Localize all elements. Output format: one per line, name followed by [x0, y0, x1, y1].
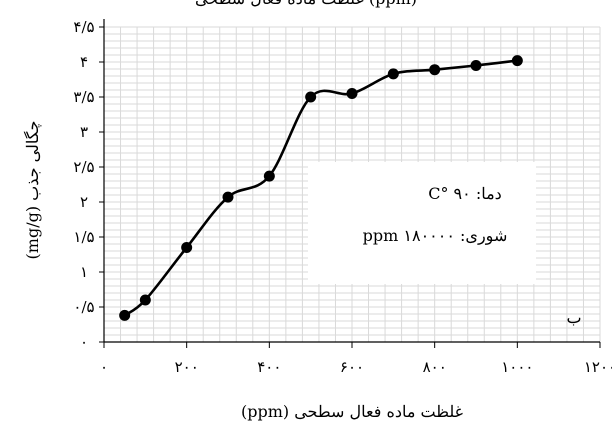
y-tick-label: ۰	[80, 333, 88, 351]
data-point	[263, 170, 275, 182]
data-point	[346, 88, 358, 99]
x-tick-label: ۱۲۰۰	[584, 358, 612, 376]
x-tick-label: ۲۰۰	[175, 358, 199, 376]
data-point	[305, 91, 317, 103]
data-points	[119, 55, 523, 321]
y-tick-label: ۴/۵	[73, 18, 94, 36]
x-tick-labels: ۰ ۲۰۰ ۴۰۰ ۶۰۰ ۸۰۰ ۱۰۰۰ ۱۲۰۰	[100, 358, 612, 376]
data-point	[119, 309, 131, 321]
y-tick-label: ۳/۵	[73, 88, 94, 106]
series-line	[123, 59, 518, 317]
annotation-box	[308, 162, 536, 284]
x-tick-label: ۴۰۰	[257, 358, 281, 376]
y-tick-label: ۲/۵	[73, 158, 94, 176]
data-point	[181, 242, 193, 253]
annotation-salinity: شوری: ۱۸۰۰۰۰ ppm	[363, 226, 508, 245]
x-axis-title: غلظت ماده فعال سطحی (ppm)	[241, 402, 463, 421]
data-point	[139, 294, 151, 306]
data-point	[222, 191, 234, 203]
annotation-temperature: دما: ۹۰ °C	[428, 184, 502, 203]
data-point	[387, 68, 399, 80]
y-tick-label: ۱/۵	[73, 228, 94, 246]
data-point	[511, 55, 523, 67]
y-tick-label: ۳	[80, 123, 88, 141]
data-point	[429, 64, 441, 76]
chart-title: غلظت ماده فعال سطحی (ppm)	[195, 0, 417, 8]
x-tick-label: ۸۰۰	[423, 358, 447, 376]
y-tick-label: ۴	[80, 53, 88, 71]
x-tick-label: ۶۰۰	[340, 358, 364, 376]
panel-label: ب	[566, 308, 581, 327]
y-tick-label: ۱	[80, 263, 88, 281]
data-point	[470, 60, 482, 71]
y-tick-label: ۰/۵	[73, 298, 94, 316]
axes	[99, 19, 601, 348]
x-tick-label: ۰	[100, 358, 108, 376]
y-tick-label: ۲	[80, 193, 88, 211]
y-tick-labels: ۰ ۰/۵ ۱ ۱/۵ ۲ ۲/۵ ۳ ۳/۵ ۴ ۴/۵	[73, 18, 94, 351]
y-axis-title: چگالی جذب (mg/g)	[23, 121, 42, 260]
x-tick-label: ۱۰۰۰	[501, 358, 533, 376]
